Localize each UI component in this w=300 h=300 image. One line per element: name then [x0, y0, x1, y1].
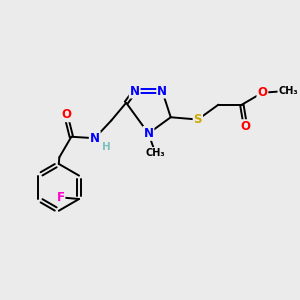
- Text: N: N: [130, 85, 140, 98]
- Text: O: O: [61, 108, 71, 121]
- Text: CH₃: CH₃: [278, 86, 298, 96]
- Text: F: F: [56, 191, 64, 204]
- Text: H: H: [102, 142, 111, 152]
- Text: O: O: [240, 120, 250, 133]
- Text: N: N: [157, 85, 167, 98]
- Text: N: N: [143, 127, 153, 140]
- Text: O: O: [257, 86, 267, 99]
- Text: CH₃: CH₃: [146, 148, 165, 158]
- Text: S: S: [194, 113, 202, 126]
- Text: N: N: [90, 132, 100, 145]
